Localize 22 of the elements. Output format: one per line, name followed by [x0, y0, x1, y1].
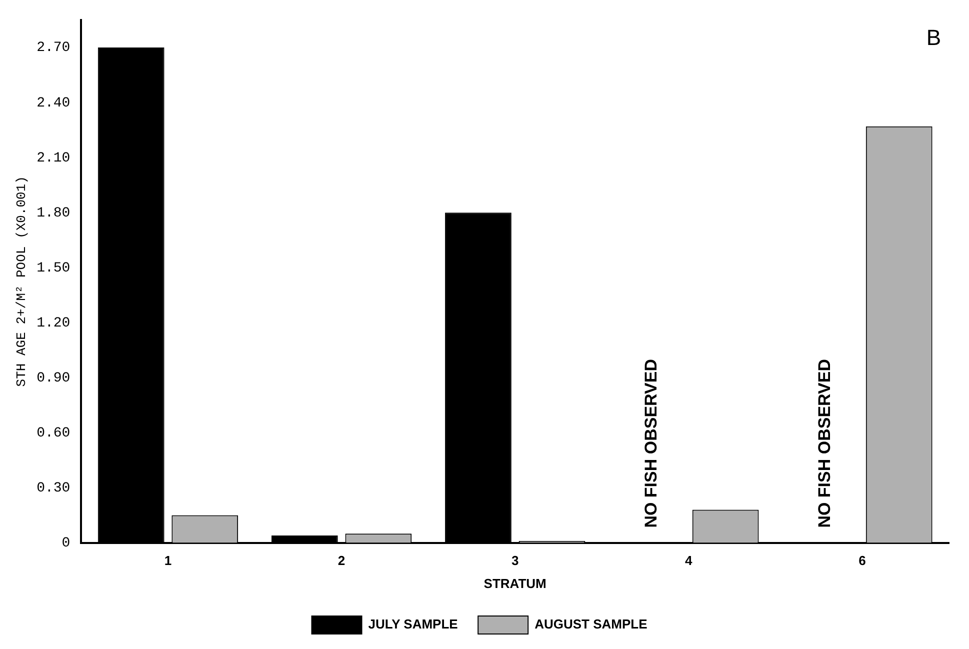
annotation: B [926, 25, 941, 50]
x-tick-label: 6 [858, 553, 866, 568]
x-tick-label: 2 [338, 553, 346, 568]
annotation: NO FISH OBSERVED [641, 359, 660, 528]
y-tick-label: 1.80 [36, 205, 70, 222]
legend-label: JULY SAMPLE [368, 616, 458, 632]
y-tick-label: 0.60 [36, 425, 70, 442]
x-axis-title: STRATUM [484, 576, 546, 591]
y-tick-label: 0.90 [36, 370, 70, 386]
y-tick-label: 0.30 [36, 480, 70, 496]
y-axis-title: STH AGE 2+/M² POOL (X0.001) [14, 176, 30, 387]
y-tick-label: 0 [62, 536, 70, 552]
legend-label: AUGUST SAMPLE [534, 616, 648, 632]
y-tick-label: 2.40 [36, 95, 70, 112]
x-tick-label: 1 [164, 553, 172, 568]
x-tick-label: 3 [511, 553, 519, 568]
x-tick-label: 4 [685, 553, 694, 568]
y-tick-label: 1.50 [36, 260, 70, 276]
y-tick-label: 2.10 [36, 150, 70, 166]
y-tick-label: 2.70 [36, 40, 70, 56]
y-tick-label: 1.20 [36, 315, 70, 332]
annotation: NO FISH OBSERVED [815, 359, 834, 528]
